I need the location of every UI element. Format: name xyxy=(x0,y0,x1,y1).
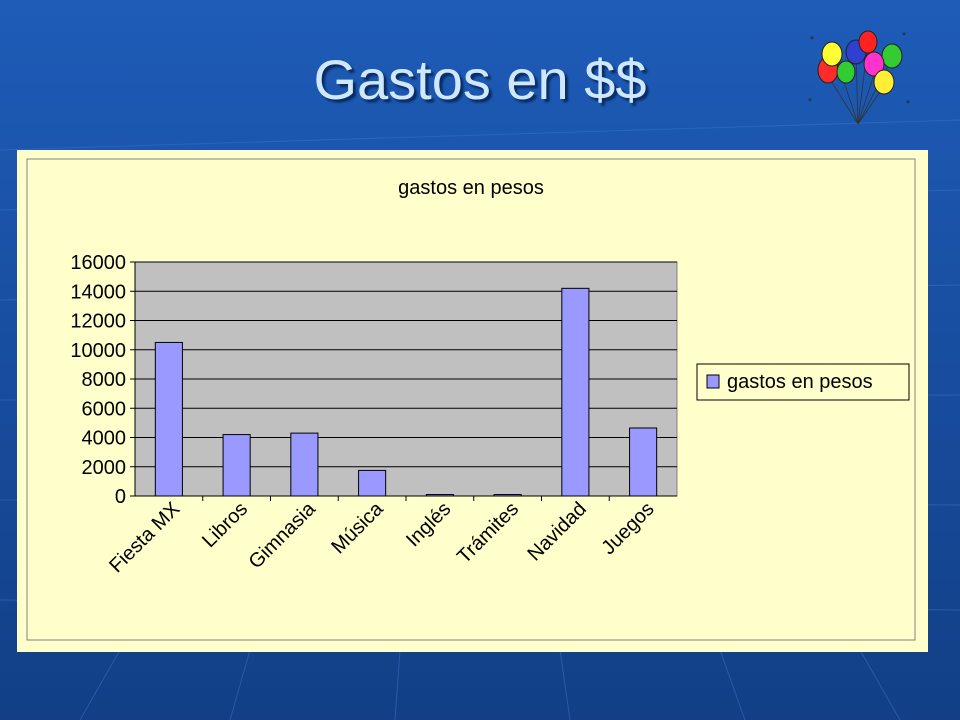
balloons-icon: * * * * xyxy=(808,30,910,125)
bar-navidad xyxy=(561,287,590,497)
y-tick-label: 10000 xyxy=(70,340,126,362)
y-tick-label: 8000 xyxy=(82,369,127,391)
bar-música xyxy=(358,469,387,497)
bar-libros xyxy=(222,434,251,497)
chart-title: gastos en pesos xyxy=(398,177,544,199)
y-axis-ticks: 0 2000 4000 6000 8000 10000 12000 14000 16000 xyxy=(70,252,135,508)
bar-fiesta-mx xyxy=(154,341,183,497)
y-tick-label: 4000 xyxy=(82,428,127,450)
chart-area: gastos en pesos 0 2000 4000 6000 8000 10000 12… xyxy=(17,150,928,652)
bar-gimnasia xyxy=(290,432,319,497)
legend-box xyxy=(696,363,910,401)
bars xyxy=(154,287,658,497)
legend-label: gastos en pesos xyxy=(727,371,873,393)
y-tick-label: 0 xyxy=(115,486,126,508)
slide-title: Gastos en $$ xyxy=(313,48,647,111)
svg-text:*: * xyxy=(906,99,910,108)
bar-chart: gastos en pesos 0 2000 4000 6000 8000 10000 12… xyxy=(26,158,916,641)
y-tick-label: 14000 xyxy=(70,281,126,303)
y-tick-label: 6000 xyxy=(82,398,127,420)
svg-text:*: * xyxy=(902,31,906,40)
y-tick-label: 2000 xyxy=(82,457,127,479)
legend-swatch xyxy=(706,374,720,389)
svg-text:*: * xyxy=(810,35,814,44)
bar-juegos xyxy=(629,427,658,497)
legend: gastos en pesos xyxy=(696,363,910,401)
y-tick-label: 16000 xyxy=(70,252,126,274)
svg-text:*: * xyxy=(808,97,812,106)
y-tick-label: 12000 xyxy=(70,311,126,333)
